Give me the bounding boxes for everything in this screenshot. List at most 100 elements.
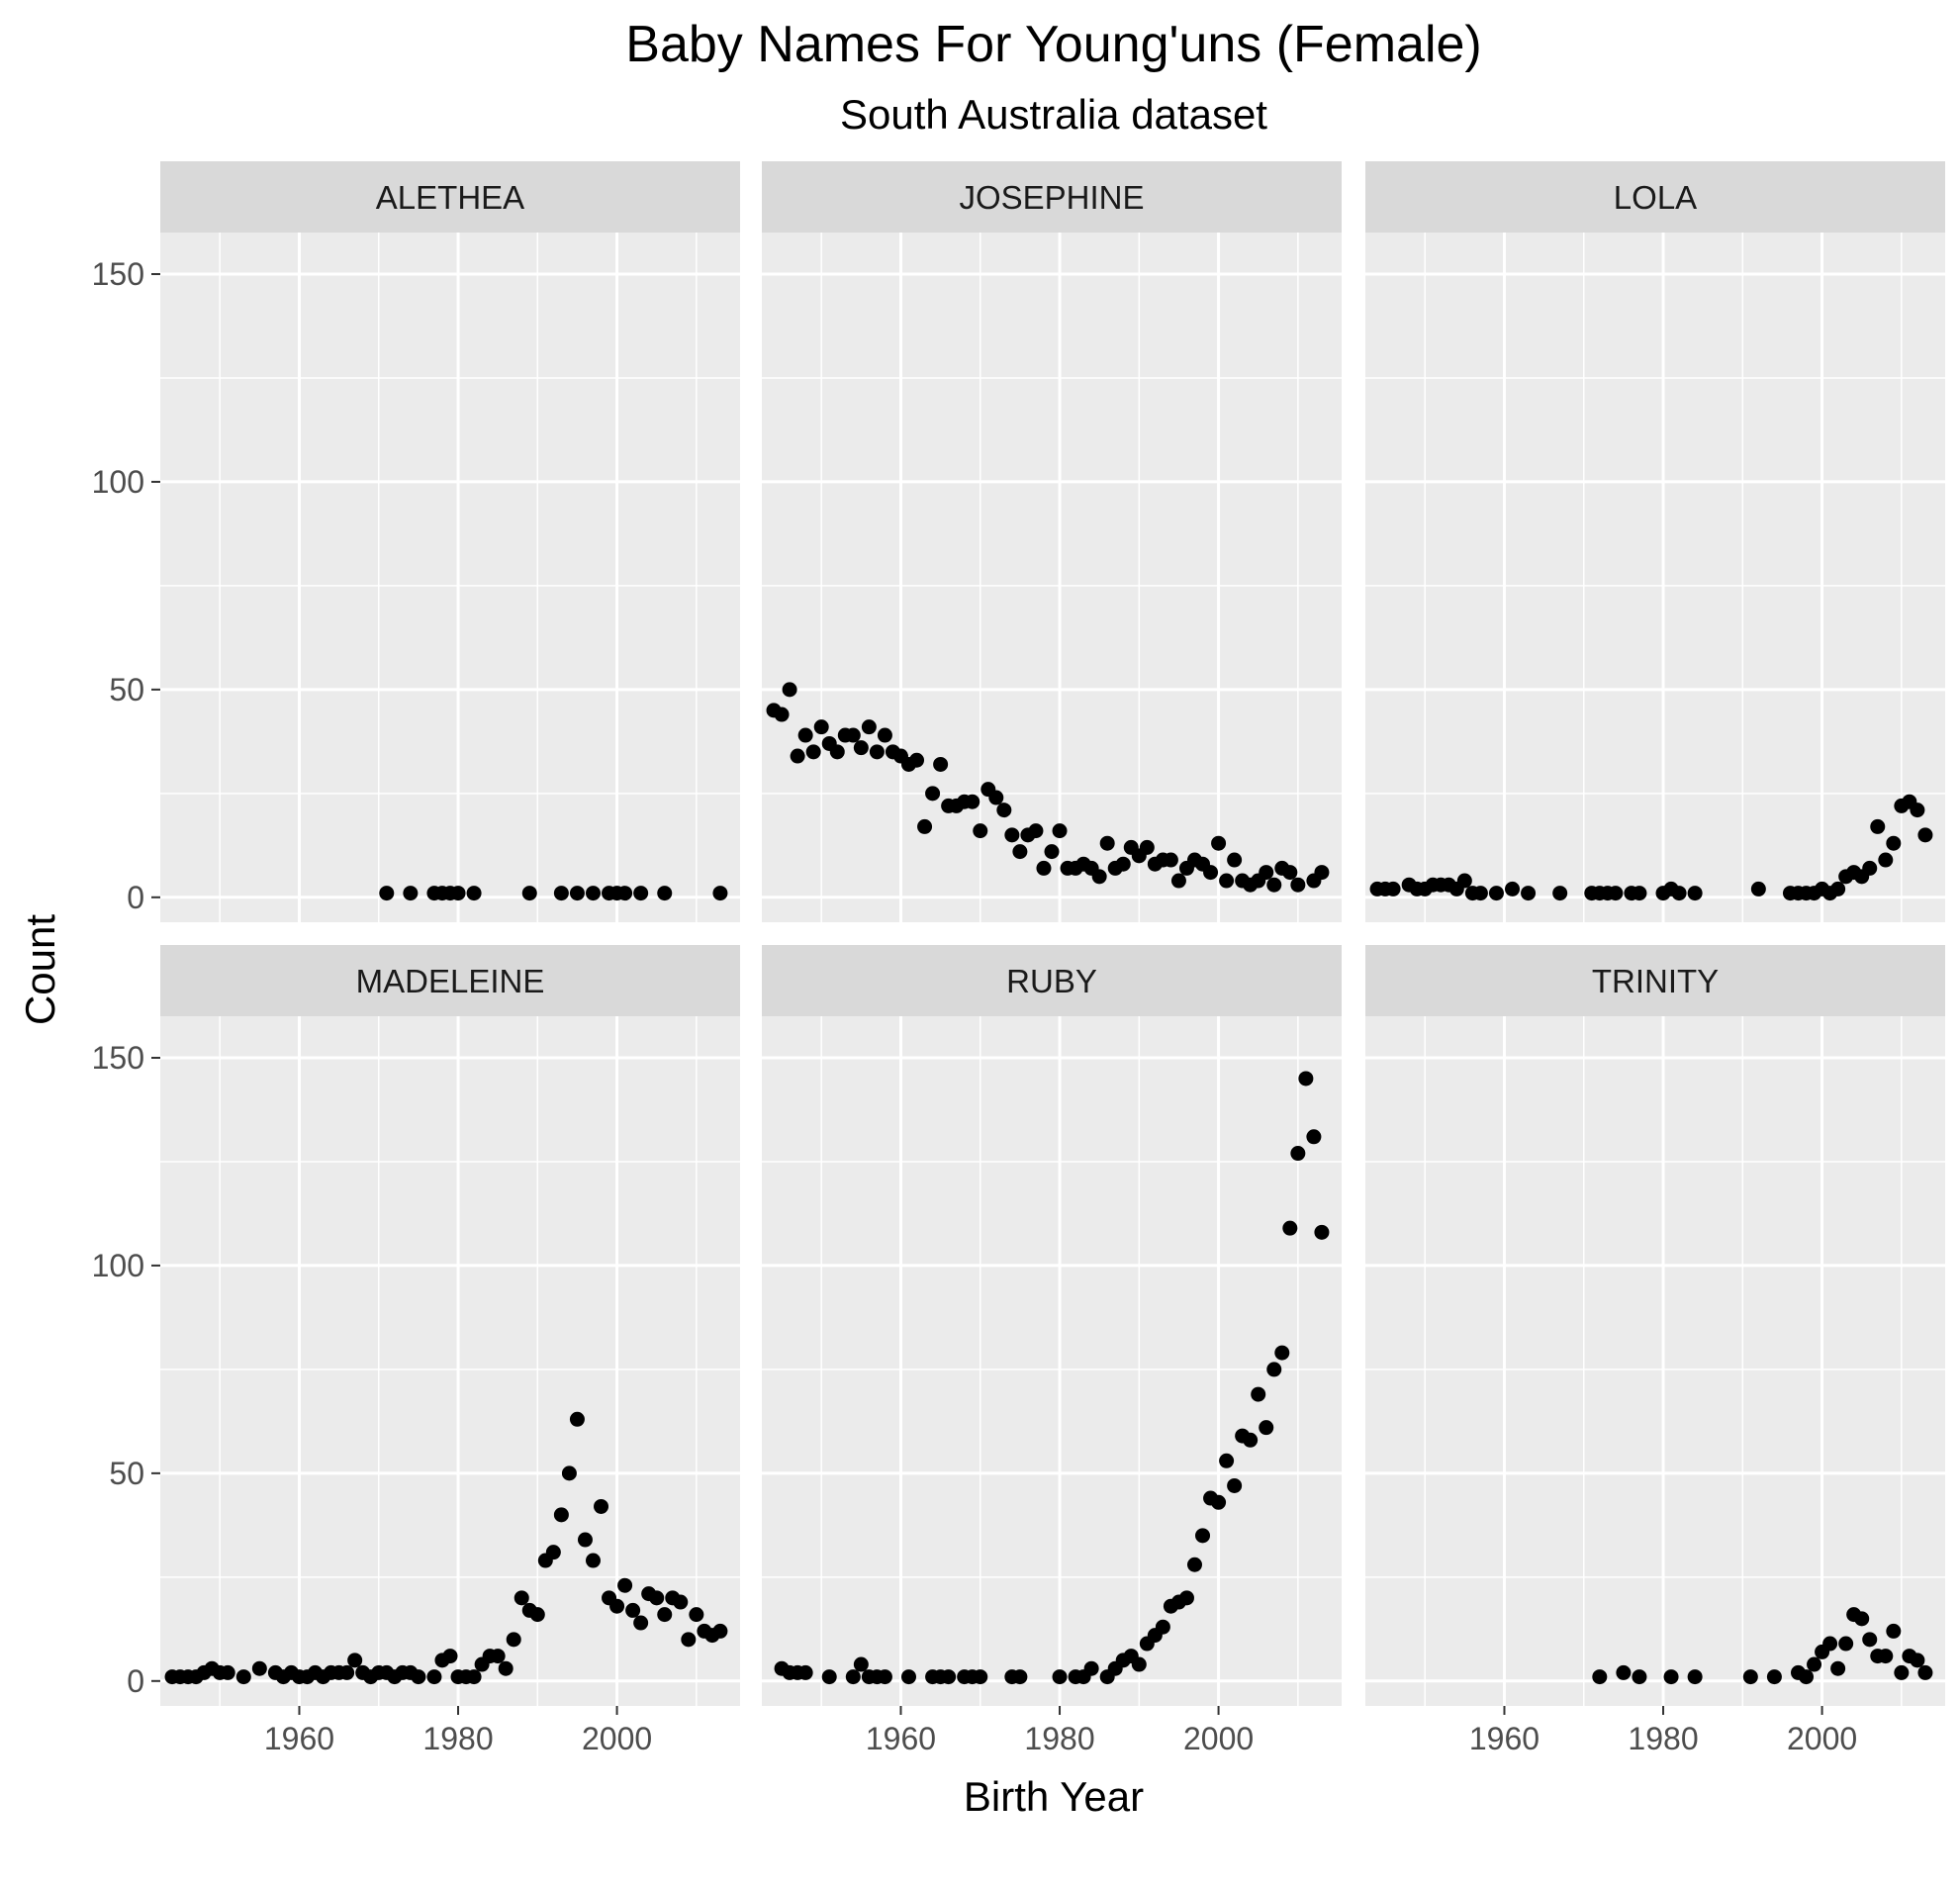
data-point	[1886, 835, 1902, 851]
data-point	[1807, 1656, 1822, 1672]
data-point	[1203, 865, 1219, 881]
facet-strip	[762, 945, 1342, 1016]
panel-background	[160, 233, 740, 922]
data-point	[681, 1632, 697, 1648]
data-point	[466, 886, 482, 901]
y-tick-label: 0	[127, 880, 144, 915]
panel-background	[1365, 233, 1945, 922]
data-point	[689, 1607, 704, 1623]
facet-panel-josephine: JOSEPHINE	[762, 161, 1342, 922]
facet-panel-lola: LOLA	[1365, 161, 1945, 922]
x-tick-label: 2000	[1183, 1721, 1254, 1756]
data-point	[450, 886, 466, 901]
data-point	[235, 1669, 251, 1685]
data-point	[553, 886, 569, 901]
data-point	[1211, 835, 1227, 851]
data-point	[594, 1498, 609, 1514]
facet-strip-label: TRINITY	[1592, 963, 1719, 999]
data-point	[1052, 1669, 1068, 1685]
data-point	[1472, 886, 1488, 901]
data-point	[790, 748, 805, 764]
data-point	[521, 886, 537, 901]
data-point	[941, 1669, 957, 1685]
data-point	[845, 727, 861, 743]
data-point	[813, 719, 829, 735]
x-tick-label: 1980	[1024, 1721, 1094, 1756]
data-point	[513, 1590, 529, 1606]
data-point	[529, 1607, 545, 1623]
data-point	[1195, 1528, 1211, 1544]
x-axis-title: Birth Year	[964, 1773, 1144, 1820]
data-point	[1282, 1220, 1298, 1236]
data-point	[1290, 877, 1306, 893]
data-point	[1766, 1669, 1782, 1685]
facet-strip	[160, 161, 740, 233]
data-point	[1505, 881, 1521, 897]
data-point	[1099, 835, 1115, 851]
data-point	[1306, 1129, 1322, 1145]
data-point	[1266, 1362, 1282, 1377]
data-point	[1870, 818, 1886, 834]
data-point	[1178, 1590, 1194, 1606]
data-point	[1830, 1660, 1846, 1676]
data-point	[782, 682, 797, 698]
data-point	[1822, 1636, 1838, 1652]
x-tick-label: 2000	[1787, 1721, 1857, 1756]
data-point	[1012, 844, 1028, 860]
data-point	[965, 794, 980, 809]
y-tick-label: 50	[109, 1456, 144, 1491]
data-point	[1314, 865, 1330, 881]
data-point	[1139, 839, 1155, 855]
data-point	[633, 1615, 649, 1631]
x-tick-label: 1960	[264, 1721, 334, 1756]
data-point	[1219, 1453, 1235, 1468]
data-point	[1750, 881, 1766, 897]
data-point	[925, 786, 941, 802]
data-point	[774, 707, 790, 722]
data-point	[1910, 803, 1925, 818]
data-point	[553, 1507, 569, 1523]
facet-strip-label: MADELEINE	[356, 963, 545, 999]
data-point	[988, 790, 1004, 805]
data-point	[1632, 1669, 1647, 1685]
data-point	[347, 1653, 363, 1668]
facet-strip	[762, 161, 1342, 233]
data-point	[877, 727, 892, 743]
data-point	[1917, 827, 1933, 843]
data-point	[466, 1669, 482, 1685]
data-point	[339, 1664, 355, 1680]
data-point	[712, 1623, 728, 1639]
data-point	[411, 1669, 426, 1685]
data-point	[1243, 1432, 1259, 1448]
data-point	[877, 1669, 892, 1685]
data-point	[561, 1465, 577, 1481]
data-point	[1186, 1557, 1202, 1572]
data-point	[490, 1649, 506, 1664]
data-point	[869, 744, 885, 760]
y-axis-title: Count	[17, 914, 63, 1025]
data-point	[1456, 873, 1472, 889]
facet-panel-trinity: TRINITY 1960 1980 2000	[1365, 945, 1945, 1756]
data-point	[403, 886, 419, 901]
data-point	[1282, 865, 1298, 881]
data-point	[1385, 881, 1401, 897]
data-point	[1830, 881, 1846, 897]
data-point	[1036, 860, 1052, 876]
data-point	[1259, 1420, 1274, 1436]
data-point	[1314, 1224, 1330, 1240]
data-point	[917, 818, 933, 834]
data-point	[1290, 1146, 1306, 1162]
data-point	[1012, 1669, 1028, 1685]
data-point	[577, 1532, 593, 1548]
facet-strip-label: LOLA	[1614, 179, 1697, 216]
panel-background	[762, 1016, 1342, 1706]
data-point	[609, 1598, 625, 1614]
data-point	[1838, 1636, 1854, 1652]
data-point	[1227, 1477, 1243, 1493]
data-point	[633, 886, 649, 901]
y-tick-label: 100	[92, 1248, 144, 1283]
data-point	[909, 752, 925, 768]
data-point	[1170, 873, 1186, 889]
data-point	[1274, 1345, 1290, 1361]
